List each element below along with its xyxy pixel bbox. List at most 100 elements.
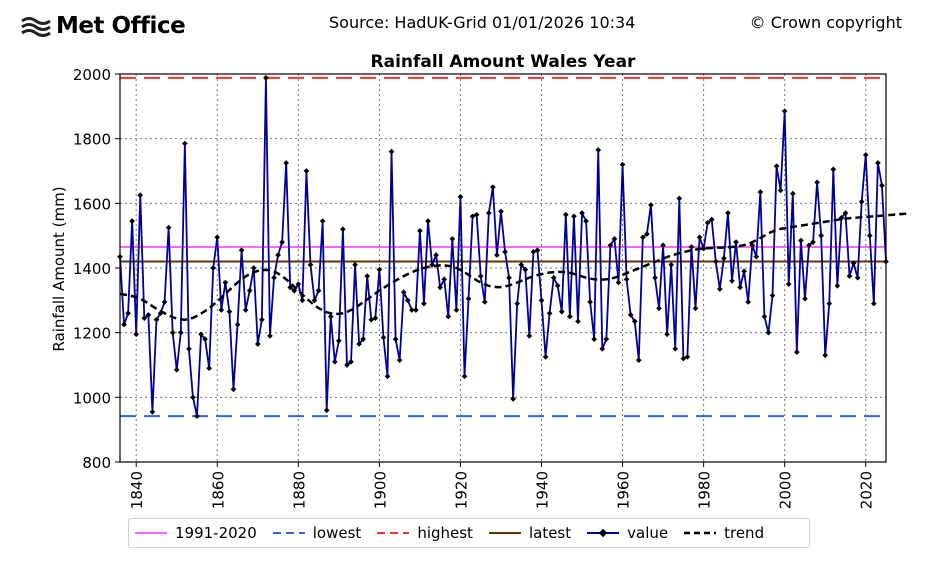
value-point (307, 261, 314, 268)
plot-area: 800 1000 1200 1400 1600 1800 2000 1840 1860 1880 1… (73, 66, 911, 509)
header: Met Office Source: HadUK-Grid 01/01/2026… (0, 0, 940, 46)
value-point (773, 163, 780, 169)
value-point (619, 161, 626, 168)
legend-label: 1991-2020 (175, 524, 257, 542)
y-tick-label: 800 (82, 454, 111, 472)
value-point (522, 266, 529, 273)
value-point (356, 341, 362, 347)
value-point (712, 258, 719, 265)
value-point (741, 268, 747, 275)
value-point (534, 247, 541, 254)
value-point (441, 276, 448, 283)
value-point (271, 274, 277, 281)
legend-swatch-lowest (272, 532, 305, 534)
value-point (599, 346, 606, 352)
value-point (169, 329, 176, 336)
value-point (668, 261, 675, 268)
value-point (850, 260, 857, 266)
value-point (538, 297, 545, 304)
value-point (798, 237, 804, 244)
value-point (806, 242, 812, 249)
value-point (408, 307, 415, 313)
value-point (862, 152, 869, 158)
value-point (481, 299, 488, 305)
value-point (676, 195, 683, 202)
value-point (295, 281, 302, 287)
value-point (518, 261, 525, 268)
chart: Rainfall Amount Wales Year Rainfall Amou… (50, 52, 911, 509)
value-point (558, 308, 565, 315)
value-point (404, 297, 411, 304)
x-tick-label: 1840 (128, 471, 146, 509)
x-tick-label: 1960 (615, 471, 633, 509)
value-point (761, 313, 768, 320)
met-office-logo-icon (21, 17, 51, 37)
legend: 1991-2020 lowest highest latest value tr… (128, 518, 810, 548)
legend-item-value: value (587, 524, 668, 542)
value-point (376, 266, 383, 273)
value-point (315, 287, 322, 294)
x-tick-label: 1900 (371, 471, 389, 509)
value-point (186, 346, 192, 352)
value-point (299, 297, 306, 304)
value-point (757, 189, 764, 195)
value-point (250, 265, 257, 271)
value-point (526, 333, 533, 339)
value-point (830, 166, 837, 173)
value-point (311, 297, 318, 304)
value-point (777, 187, 784, 194)
value-point (802, 295, 808, 302)
value-point (421, 300, 427, 307)
value-point (510, 396, 516, 402)
value-point (400, 289, 407, 296)
value-point (473, 211, 480, 218)
value-point (303, 168, 310, 174)
y-axis-label: Rainfall Amount (mm) (50, 186, 68, 351)
value-point (477, 273, 484, 279)
value-point (125, 310, 131, 317)
y-tick-label: 2000 (73, 66, 111, 84)
legend-swatch-highest (377, 532, 410, 534)
value-point (461, 373, 468, 380)
value-point (465, 295, 472, 302)
value-point (627, 312, 634, 318)
value-point (660, 242, 666, 249)
value-point (141, 315, 148, 321)
value-point (498, 208, 504, 215)
value-point (635, 357, 642, 363)
value-point (267, 333, 273, 339)
value-point (785, 281, 792, 287)
value-point (368, 316, 375, 323)
value-point (664, 331, 670, 338)
value-point (214, 234, 221, 241)
value-point (283, 160, 289, 166)
value-point (708, 216, 715, 223)
value-point (437, 284, 444, 291)
value-point (494, 252, 500, 258)
value-point (246, 287, 253, 294)
value-point (684, 354, 691, 360)
value-point (380, 334, 387, 341)
value-point (218, 307, 225, 313)
value-point (429, 261, 435, 268)
value-point (177, 329, 184, 336)
value-point (789, 190, 796, 197)
value-point (344, 362, 350, 368)
value-point (190, 394, 196, 401)
copyright-text: © Crown copyright (749, 13, 902, 32)
y-tick-label: 1000 (73, 389, 111, 407)
value-point (688, 244, 695, 250)
x-tick-label: 1920 (452, 471, 470, 509)
value-point (794, 349, 800, 355)
legend-swatch-latest (488, 532, 521, 534)
value-point (182, 140, 188, 147)
legend-label: trend (724, 524, 765, 542)
value-point (514, 300, 521, 307)
value-point (656, 305, 662, 312)
value-point (173, 367, 180, 373)
value-point (567, 313, 573, 320)
value-point (704, 219, 711, 226)
value-point (384, 373, 391, 380)
legend-swatch-1991-2020 (135, 532, 167, 534)
value-point (222, 279, 229, 286)
